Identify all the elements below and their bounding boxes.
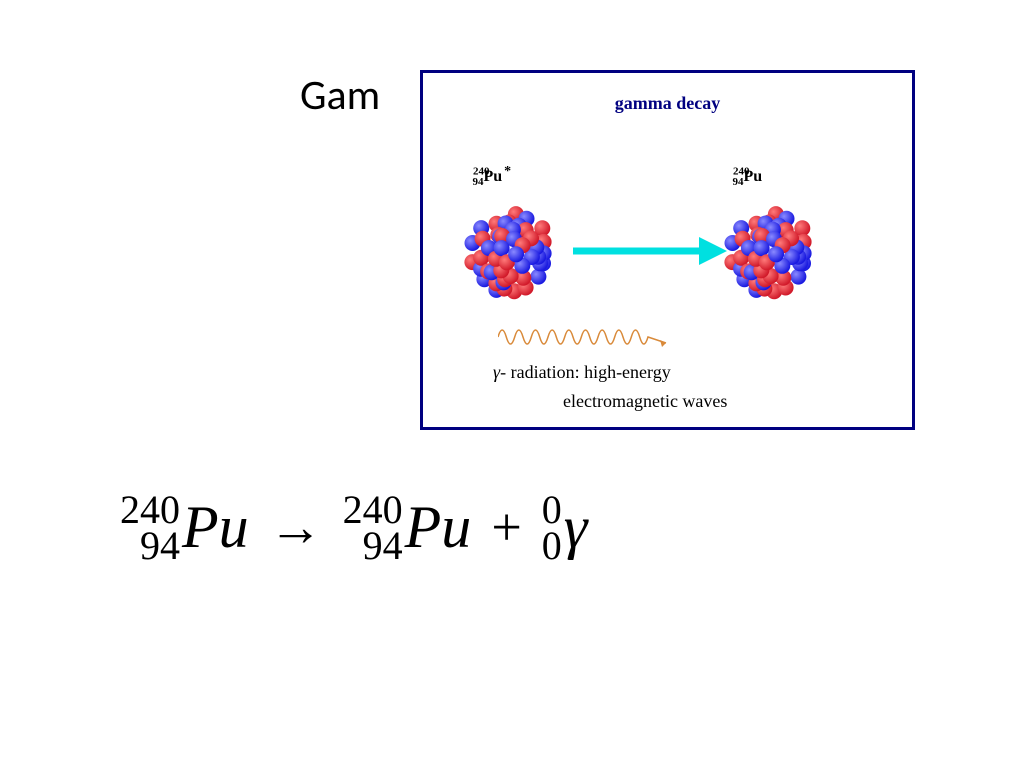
- slide-title: Gam: [300, 70, 380, 121]
- radiation-line2: electromagnetic waves: [563, 387, 727, 416]
- eq-symbol: Pu: [405, 494, 472, 560]
- eq-atomic: 0: [542, 528, 562, 564]
- eq-gamma: 0 0 γ: [542, 491, 588, 564]
- gamma-wave-icon: [498, 321, 678, 353]
- eq-atomic: 94: [343, 528, 403, 564]
- eq-daughter: 240 94 Pu: [343, 491, 472, 564]
- eq-symbol: γ: [564, 494, 588, 560]
- parent-nucleus-icon: [461, 203, 561, 303]
- eq-parent-numbers: 240 94: [120, 492, 180, 564]
- eq-atomic: 94: [120, 528, 180, 564]
- eq-daughter-numbers: 240 94: [343, 492, 403, 564]
- diagram-title: gamma decay: [423, 93, 912, 114]
- daughter-nucleus-label: 24094Pu: [733, 168, 764, 186]
- eq-arrow: →: [269, 497, 323, 557]
- element-symbol: Pu: [484, 168, 503, 185]
- daughter-nucleus-icon: [721, 203, 821, 303]
- eq-parent: 240 94 Pu: [120, 491, 249, 564]
- gamma-decay-diagram: gamma decay 24094Pu* 24094Pu γ- radiatio…: [420, 70, 915, 430]
- atomic-number: 94: [473, 176, 484, 188]
- decay-equation: 240 94 Pu → 240 94 Pu + 0 0 γ: [120, 490, 587, 564]
- radiation-line1: - radiation: high-energy: [500, 362, 671, 382]
- eq-plus: +: [491, 497, 521, 557]
- element-symbol: Pu: [744, 168, 763, 185]
- eq-gamma-numbers: 0 0: [542, 492, 562, 564]
- parent-nucleus-label: 24094Pu*: [473, 168, 511, 186]
- eq-symbol: Pu: [182, 494, 249, 560]
- radiation-caption: γ- radiation: high-energy electromagneti…: [493, 358, 727, 416]
- excited-marker: *: [504, 164, 511, 179]
- slide: Gam gamma decay 24094Pu* 24094Pu γ- radi…: [0, 0, 1024, 768]
- atomic-number: 94: [733, 176, 744, 188]
